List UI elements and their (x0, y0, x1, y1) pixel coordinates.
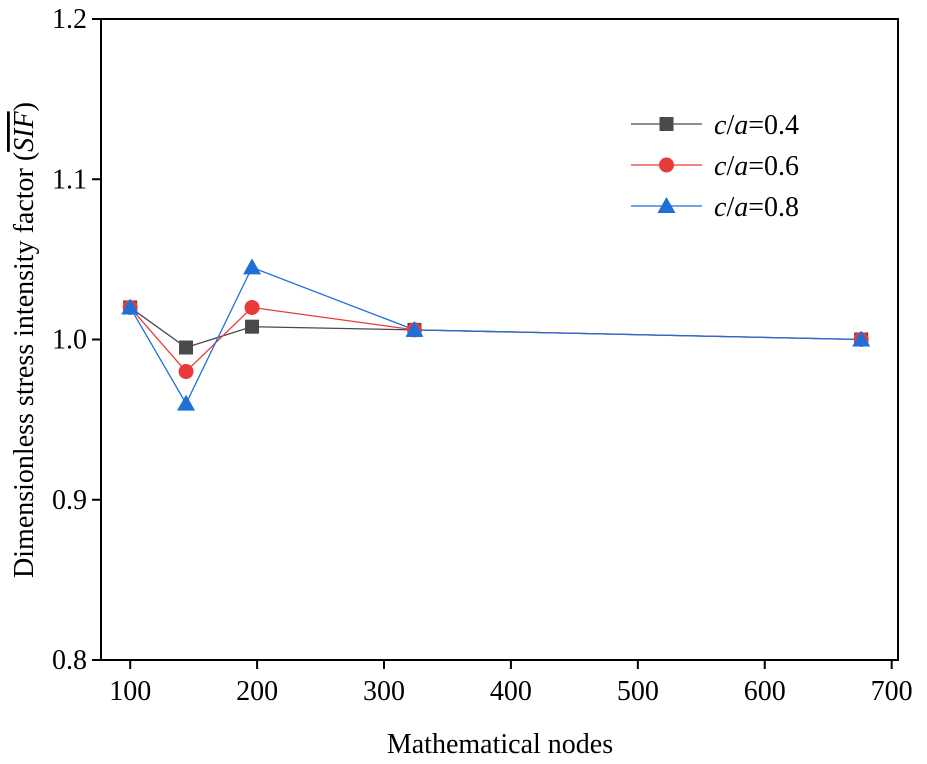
x-tick-label-200: 200 (236, 676, 278, 707)
series-layer (121, 258, 871, 411)
data-point-s3-1 (121, 298, 140, 315)
x-tick-label-100: 100 (109, 676, 151, 707)
x-tick-label-400: 400 (490, 676, 532, 707)
data-point-s2-3 (244, 299, 260, 315)
x-tick-label-600: 600 (744, 676, 786, 707)
ticks-layer: 100 200 300 400 500 600 700 0.8 0.9 1.0 1.1 1.2 (52, 4, 913, 707)
legend-slash: / (726, 192, 734, 223)
data-point-s1-3 (245, 319, 260, 334)
y-tick-label-1.1: 1.1 (52, 164, 87, 195)
legend-value: =0.8 (748, 192, 799, 223)
y-axis-title-symbol: SIF (9, 110, 40, 151)
y-tick-label-1.0: 1.0 (52, 325, 87, 356)
legend-var-2: a (734, 192, 748, 223)
data-point-s2-2 (178, 364, 194, 380)
legend-item-2: c/a=0.6 (631, 151, 799, 182)
legend-item-3: c/a=0.8 (631, 192, 799, 223)
legend-item-1: c/a=0.4 (631, 110, 799, 141)
legend: c/a=0.4c/a=0.6c/a=0.8 (631, 110, 799, 223)
legend-var-2: a (734, 110, 748, 141)
legend-slash: / (726, 110, 734, 141)
x-tick-label-700: 700 (871, 676, 913, 707)
legend-label-3: c/a=0.8 (714, 192, 799, 223)
y-axis-title-prefix: Dimensionless stress intensity factor ( (9, 152, 40, 578)
legend-var-2: a (734, 151, 748, 182)
x-tick-label-500: 500 (617, 676, 659, 707)
legend-value: =0.4 (748, 110, 799, 141)
legend-var-1: c (714, 151, 727, 182)
legend-slash: / (726, 151, 734, 182)
data-point-s3-3 (243, 258, 262, 275)
data-point-s3-5 (852, 330, 871, 347)
legend-var-1: c (714, 110, 727, 141)
y-axis-title: Dimensionless stress intensity factor (S… (9, 102, 40, 578)
series-line-3 (129, 266, 862, 405)
series-line-2 (129, 306, 862, 373)
data-point-s3-4 (405, 320, 424, 337)
y-tick-label-1.2: 1.2 (52, 4, 87, 35)
x-tick-label-300: 300 (363, 676, 405, 707)
legend-marker-3 (657, 197, 676, 213)
x-axis-title: Mathematical nodes (387, 729, 613, 760)
y-tick-label-0.8: 0.8 (52, 645, 87, 676)
legend-marker-1 (659, 117, 674, 131)
y-tick-label-0.9: 0.9 (52, 485, 87, 516)
legend-label-2: c/a=0.6 (714, 151, 799, 182)
legend-var-1: c (714, 192, 727, 223)
legend-marker-2 (659, 157, 674, 173)
data-point-s3-2 (177, 394, 196, 411)
data-point-s1-2 (179, 340, 194, 355)
legend-value: =0.6 (748, 151, 799, 182)
y-axis-title-suffix: ) (9, 102, 40, 111)
series-line-1 (129, 306, 862, 349)
legend-label-1: c/a=0.4 (714, 110, 799, 141)
